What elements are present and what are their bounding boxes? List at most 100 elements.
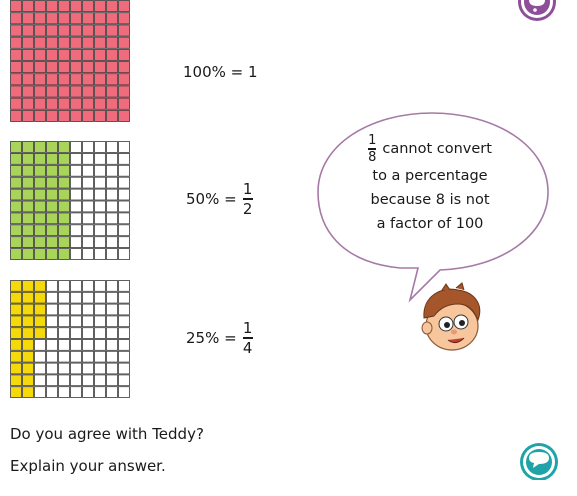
bubble-line-1-text: cannot convert: [382, 140, 492, 157]
filled-cell: [82, 73, 94, 86]
empty-cell: [106, 303, 118, 316]
filled-cell: [82, 12, 94, 25]
fraction-denominator: 2: [242, 199, 253, 218]
equation-50-lhs: 50% =: [186, 189, 237, 208]
filled-cell: [22, 164, 34, 177]
empty-cell: [70, 315, 82, 328]
filled-cell: [106, 0, 118, 13]
empty-cell: [70, 236, 82, 248]
empty-cell: [46, 362, 58, 375]
empty-cell: [94, 280, 106, 292]
empty-cell: [70, 200, 82, 213]
filled-cell: [118, 73, 130, 86]
empty-cell: [118, 236, 130, 248]
empty-cell: [70, 224, 82, 237]
empty-cell: [106, 224, 118, 237]
filled-cell: [94, 61, 106, 74]
filled-cell: [82, 97, 94, 110]
filled-cell: [10, 339, 22, 351]
empty-cell: [46, 350, 58, 363]
empty-cell: [106, 374, 118, 387]
empty-cell: [106, 176, 118, 189]
filled-cell: [10, 85, 22, 98]
filled-cell: [58, 12, 70, 25]
empty-cell: [70, 374, 82, 387]
filled-cell: [58, 176, 70, 189]
empty-cell: [58, 350, 70, 363]
filled-cell: [34, 188, 46, 201]
filled-cell: [22, 350, 34, 363]
empty-cell: [106, 200, 118, 213]
empty-cell: [94, 176, 106, 189]
empty-cell: [94, 374, 106, 387]
fraction-bar: [242, 337, 253, 339]
empty-cell: [46, 303, 58, 316]
filled-cell: [58, 36, 70, 49]
empty-cell: [70, 212, 82, 225]
filled-cell: [58, 85, 70, 98]
empty-cell: [94, 350, 106, 363]
hundred-square-half: [10, 141, 130, 260]
filled-cell: [34, 97, 46, 110]
filled-cell: [34, 85, 46, 98]
filled-cell: [58, 141, 70, 153]
filled-cell: [10, 280, 22, 292]
empty-cell: [46, 280, 58, 292]
fraction-numerator: 1: [242, 180, 253, 198]
filled-cell: [10, 73, 22, 86]
filled-cell: [118, 12, 130, 25]
empty-cell: [82, 303, 94, 316]
empty-cell: [34, 374, 46, 387]
empty-cell: [118, 152, 130, 165]
empty-cell: [82, 224, 94, 237]
filled-cell: [46, 164, 58, 177]
equation-100-text: 100% = 1: [183, 63, 258, 81]
filled-cell: [22, 315, 34, 328]
empty-cell: [94, 248, 106, 260]
empty-cell: [118, 291, 130, 304]
filled-cell: [118, 85, 130, 98]
empty-cell: [118, 200, 130, 213]
empty-cell: [118, 164, 130, 177]
filled-cell: [106, 73, 118, 86]
filled-cell: [118, 36, 130, 49]
filled-cell: [106, 48, 118, 61]
filled-cell: [70, 73, 82, 86]
empty-cell: [106, 141, 118, 153]
empty-cell: [82, 164, 94, 177]
empty-cell: [82, 152, 94, 165]
empty-cell: [94, 152, 106, 165]
filled-cell: [106, 12, 118, 25]
empty-cell: [118, 212, 130, 225]
filled-cell: [22, 73, 34, 86]
bubble-text: 1 8 cannot convert to a percentage becau…: [345, 128, 515, 236]
filled-cell: [94, 73, 106, 86]
fraction-bar: [242, 198, 253, 200]
empty-cell: [58, 339, 70, 351]
filled-cell: [34, 141, 46, 153]
empty-cell: [118, 280, 130, 292]
empty-cell: [118, 362, 130, 375]
filled-cell: [46, 236, 58, 248]
empty-cell: [118, 248, 130, 260]
empty-cell: [70, 248, 82, 260]
filled-cell: [22, 12, 34, 25]
filled-cell: [34, 24, 46, 37]
filled-cell: [34, 327, 46, 339]
filled-cell: [82, 24, 94, 37]
empty-cell: [82, 141, 94, 153]
filled-cell: [46, 48, 58, 61]
empty-cell: [34, 386, 46, 398]
filled-cell: [10, 109, 22, 122]
empty-cell: [46, 291, 58, 304]
filled-cell: [34, 248, 46, 260]
thought-bubble-icon: [518, 0, 556, 21]
filled-cell: [22, 224, 34, 237]
filled-cell: [70, 0, 82, 13]
filled-cell: [10, 291, 22, 304]
filled-cell: [22, 176, 34, 189]
filled-cell: [34, 12, 46, 25]
filled-cell: [34, 212, 46, 225]
filled-cell: [46, 188, 58, 201]
filled-cell: [10, 24, 22, 37]
